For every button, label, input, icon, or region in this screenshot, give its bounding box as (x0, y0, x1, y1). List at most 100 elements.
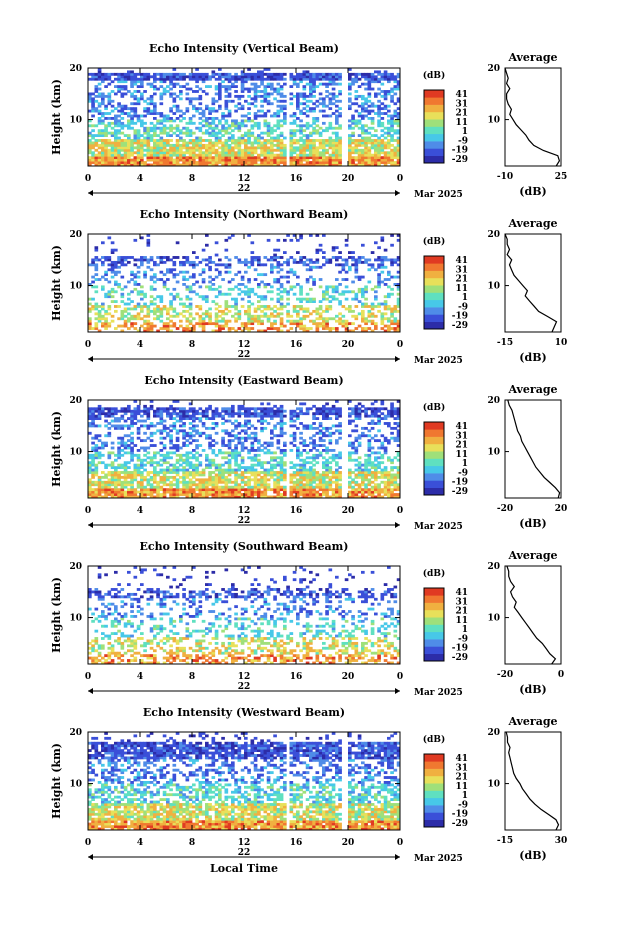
heatmap-cell (91, 115, 95, 118)
heatmap-cell (189, 102, 193, 105)
heatmap-cell (312, 447, 316, 450)
heatmap-cell (254, 156, 258, 159)
heatmap-cell (95, 107, 99, 110)
heatmap-cell (286, 263, 290, 266)
heatmap-cell (202, 483, 206, 486)
heatmap-cell (101, 263, 105, 266)
heatmap-cell (231, 493, 235, 496)
heatmap-cell (228, 288, 232, 291)
heatmap-cell (241, 449, 245, 452)
heatmap-cell (335, 83, 339, 86)
heatmap-cell (186, 161, 190, 164)
heatmap-cell (348, 459, 352, 462)
heatmap-cell (238, 464, 242, 467)
heatmap-cell (325, 139, 329, 142)
heatmap-cell (205, 132, 209, 135)
heatmap-cell (273, 256, 277, 259)
heatmap-cell (156, 146, 160, 149)
x-tick-label: 8 (189, 340, 195, 350)
heatmap-cell (283, 474, 287, 477)
heatmap-cell (150, 486, 154, 489)
heatmap-cell (342, 320, 346, 323)
heatmap-cell (267, 320, 271, 323)
heatmap-cell (368, 142, 372, 145)
heatmap-cell (121, 161, 125, 164)
heatmap-cell (338, 456, 342, 459)
heatmap-cell (225, 320, 229, 323)
heatmap-cell (215, 474, 219, 477)
heatmap-cell (166, 278, 170, 281)
heatmap-cell (225, 129, 229, 132)
heatmap-cell (218, 315, 222, 318)
heatmap-cell (218, 259, 222, 262)
heatmap-cell (95, 451, 99, 454)
heatmap-cell (322, 100, 326, 103)
heatmap-cell (166, 466, 170, 469)
heatmap-cell (169, 146, 173, 149)
heatmap-cell (361, 154, 365, 157)
heatmap-cell (195, 305, 199, 308)
heatmap-cell (192, 90, 196, 93)
heatmap-cell (241, 137, 245, 140)
heatmap-cell (192, 149, 196, 152)
heatmap-cell (176, 483, 180, 486)
heatmap-cell (309, 474, 313, 477)
heatmap-cell (173, 276, 177, 279)
heatmap-cell (104, 312, 108, 315)
heatmap-cell (143, 149, 147, 152)
heatmap-cell (127, 122, 131, 125)
heatmap-cell (273, 154, 277, 157)
heatmap-cell (368, 137, 372, 140)
heatmap-cell (368, 327, 372, 330)
heatmap-cell (182, 261, 186, 264)
heatmap-cell (179, 146, 183, 149)
heatmap-cell (280, 283, 284, 286)
heatmap-cell (290, 288, 294, 291)
heatmap-cell (156, 149, 160, 152)
heatmap-cell (189, 466, 193, 469)
heatmap-cell (199, 273, 203, 276)
heatmap-cell (173, 451, 177, 454)
heatmap-cell (147, 78, 151, 81)
heatmap-cell (160, 132, 164, 135)
heatmap-cell (169, 293, 173, 296)
heatmap-cell (124, 149, 128, 152)
heatmap-cell (111, 122, 115, 125)
heatmap-cell (88, 325, 92, 328)
heatmap-cell (156, 134, 160, 137)
heatmap-cell (195, 127, 199, 130)
heatmap-cell (273, 466, 277, 469)
heatmap-cell (147, 144, 151, 147)
heatmap-cell (280, 85, 284, 88)
heatmap-cell (283, 146, 287, 149)
heatmap-cell (371, 80, 375, 83)
heatmap-cell (280, 466, 284, 469)
heatmap-cell (296, 105, 300, 108)
heatmap-cell (381, 471, 385, 474)
heatmap-cell (374, 241, 378, 244)
heatmap-cell (371, 481, 375, 484)
heatmap-cell (192, 290, 196, 293)
heatmap-cell (231, 278, 235, 281)
heatmap-cell (234, 317, 238, 320)
heatmap-cell (212, 161, 216, 164)
heatmap-cell (309, 95, 313, 98)
heatmap-cell (143, 469, 147, 472)
heatmap-cell (329, 300, 333, 303)
heatmap-cell (390, 488, 394, 491)
month-label: Mar 2025 (414, 356, 463, 366)
heatmap-cell (114, 73, 118, 76)
heatmap-cell (374, 491, 378, 494)
heatmap-cell (234, 78, 238, 81)
heatmap-cell (241, 78, 245, 81)
heatmap-cell (348, 127, 352, 130)
heatmap-cell (270, 488, 274, 491)
heatmap-cell (114, 134, 118, 137)
heatmap-cell (381, 320, 385, 323)
heatmap-cell (387, 478, 391, 481)
heatmap-cell (127, 78, 131, 81)
heatmap-cell (299, 290, 303, 293)
heatmap-cell (202, 312, 206, 315)
heatmap-cell (355, 261, 359, 264)
heatmap-cell (277, 288, 281, 291)
